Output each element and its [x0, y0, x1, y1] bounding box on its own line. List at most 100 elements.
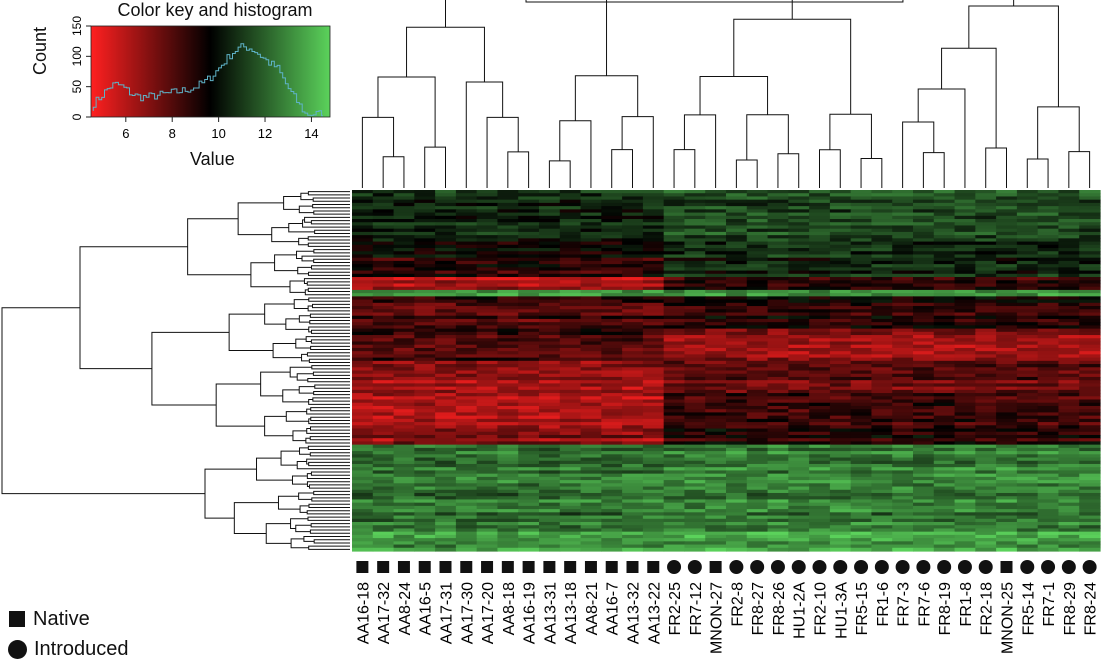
heatmap-cell	[684, 206, 706, 210]
heatmap-cell	[393, 196, 415, 201]
heatmap-cell	[871, 244, 893, 249]
heatmap-cell	[996, 228, 1018, 233]
heatmap-cell	[684, 244, 706, 249]
heatmap-cell	[435, 335, 457, 339]
heatmap-cell	[871, 396, 893, 401]
heatmap-cell	[892, 325, 914, 330]
heatmap-cell	[352, 206, 374, 210]
heatmap-cell	[559, 386, 582, 391]
heatmap-cell	[497, 483, 519, 488]
heatmap-cell	[684, 434, 706, 439]
heatmap-cell	[850, 380, 873, 384]
heatmap-cell	[1016, 341, 1039, 346]
heatmap-cell	[497, 480, 519, 484]
x-tick-label: 10	[211, 126, 225, 141]
heatmap-cell	[850, 460, 873, 465]
row-dendrogram-branch	[306, 352, 350, 357]
heatmap-cell	[1037, 405, 1060, 410]
heatmap-cell	[372, 476, 395, 481]
heatmap-cell	[476, 521, 499, 526]
heatmap-cell	[476, 538, 499, 542]
heatmap-cell	[954, 360, 976, 365]
heatmap-cell	[850, 364, 873, 368]
heatmap-cell	[1058, 302, 1080, 307]
heatmap-cell	[913, 193, 935, 198]
heatmap-cell	[663, 547, 686, 552]
heatmap-cell	[850, 447, 873, 452]
heatmap-cell	[996, 306, 1018, 310]
heatmap-cell	[393, 341, 415, 346]
heatmap-cell	[684, 351, 706, 355]
heatmap-cell	[476, 318, 499, 323]
heatmap-cell	[414, 367, 436, 372]
heatmap-cell	[518, 489, 540, 494]
heatmap-cell	[1037, 225, 1060, 230]
heatmap-cell	[455, 306, 478, 310]
heatmap-cell	[788, 467, 810, 472]
heatmap-cell	[767, 360, 789, 365]
heatmap-cell	[788, 460, 810, 465]
heatmap-cell	[601, 273, 623, 278]
heatmap-cell	[809, 463, 831, 468]
heatmap-cell	[933, 322, 956, 326]
heatmap-cell	[435, 312, 457, 317]
heatmap-cell	[622, 335, 644, 339]
row-dendrogram-branch	[310, 407, 350, 412]
heatmap-cell	[767, 412, 789, 417]
heatmap-cell	[642, 438, 665, 443]
heatmap-cell	[705, 393, 727, 397]
heatmap-cell	[539, 492, 561, 497]
heatmap-cell	[726, 422, 748, 426]
heatmap-cell	[559, 367, 582, 372]
heatmap-cell	[809, 257, 831, 262]
heatmap-cell	[663, 531, 686, 536]
heatmap-cell	[642, 541, 665, 546]
heatmap-cell	[601, 486, 623, 491]
heatmap-cell	[372, 235, 395, 239]
heatmap-cell	[788, 518, 810, 523]
heatmap-cell	[726, 309, 748, 314]
heatmap-cell	[726, 318, 748, 323]
heatmap-cell	[767, 538, 789, 542]
heatmap-cell	[414, 357, 436, 362]
heatmap-cell	[829, 306, 852, 310]
heatmap-cell	[913, 277, 935, 281]
heatmap-cell	[1079, 473, 1101, 478]
heatmap-cell	[414, 438, 436, 443]
heatmap-cell	[435, 521, 457, 526]
heatmap-cell	[435, 518, 457, 523]
heatmap-cell	[746, 318, 769, 323]
heatmap-cell	[892, 280, 914, 285]
row-dendrogram-branch	[309, 313, 350, 318]
heatmap-cell	[601, 296, 623, 301]
heatmap-cell	[663, 386, 686, 391]
column-dendrogram-branch	[941, 47, 997, 148]
heatmap-cell	[352, 470, 374, 475]
heatmap-cell	[414, 405, 436, 410]
heatmap-cell	[414, 376, 436, 381]
heatmap-cell	[850, 277, 873, 281]
heatmap-cell	[975, 418, 997, 423]
heatmap-cell	[746, 444, 769, 449]
heatmap-cell	[352, 496, 374, 501]
heatmap-cell	[871, 463, 893, 468]
heatmap-cell	[975, 538, 997, 542]
heatmap-cell	[705, 473, 727, 478]
heatmap-cell	[746, 454, 769, 459]
introduced-circle-marker	[937, 560, 952, 574]
heatmap-cell	[975, 260, 997, 265]
heatmap-cell	[726, 254, 748, 259]
heatmap-cell	[871, 405, 893, 410]
heatmap-cell	[372, 306, 395, 310]
heatmap-cell	[829, 509, 852, 513]
heatmap-cell	[809, 206, 831, 210]
heatmap-cell	[642, 492, 665, 497]
heatmap-cell	[767, 399, 789, 404]
heatmap-cell	[518, 289, 540, 294]
heatmap-cell	[1037, 373, 1060, 378]
column-dendrogram-branch	[829, 113, 872, 159]
heatmap-cell	[684, 383, 706, 388]
heatmap-cell	[393, 402, 415, 407]
heatmap-cell	[996, 412, 1018, 417]
heatmap-cell	[622, 364, 644, 368]
